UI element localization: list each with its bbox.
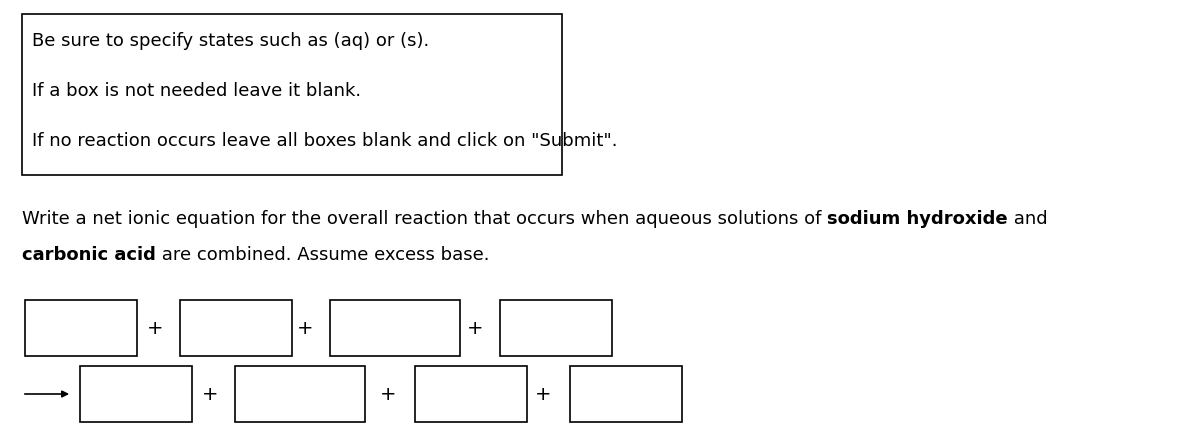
Bar	[570, 366, 682, 422]
Text: and: and	[1008, 210, 1048, 228]
Text: If a box is not needed leave it blank.: If a box is not needed leave it blank.	[32, 82, 361, 100]
Text: +: +	[296, 319, 313, 338]
Text: Be sure to specify states such as (aq) or (s).: Be sure to specify states such as (aq) o…	[32, 32, 430, 50]
Text: sodium hydroxide: sodium hydroxide	[827, 210, 1008, 228]
Bar	[330, 300, 460, 356]
Bar	[25, 300, 137, 356]
Bar	[235, 366, 365, 422]
Text: carbonic acid: carbonic acid	[22, 246, 156, 264]
Bar	[180, 300, 292, 356]
Text: +: +	[202, 385, 218, 404]
Text: Write a net ionic equation for the overall reaction that occurs when aqueous sol: Write a net ionic equation for the overa…	[22, 210, 827, 228]
Text: are combined. Assume excess base.: are combined. Assume excess base.	[156, 246, 490, 264]
Text: +: +	[535, 385, 551, 404]
Bar	[80, 366, 192, 422]
Bar	[500, 300, 612, 356]
Text: +: +	[146, 319, 163, 338]
Text: +: +	[379, 385, 396, 404]
Bar	[22, 14, 562, 175]
Text: +: +	[467, 319, 484, 338]
Text: If no reaction occurs leave all boxes blank and click on "Submit".: If no reaction occurs leave all boxes bl…	[32, 132, 618, 150]
Bar	[415, 366, 527, 422]
